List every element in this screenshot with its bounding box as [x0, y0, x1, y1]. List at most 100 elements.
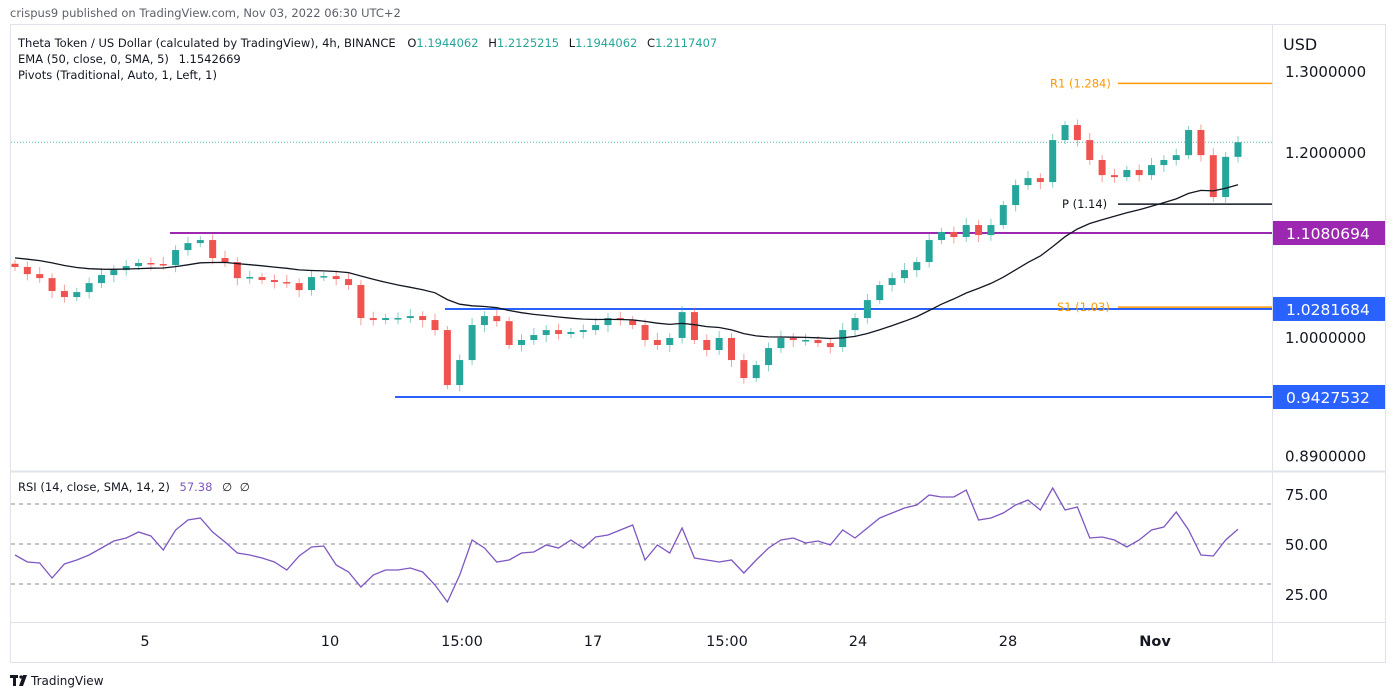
candle[interactable]	[678, 305, 686, 344]
candle[interactable]	[690, 308, 698, 345]
candle[interactable]	[246, 270, 254, 284]
candle[interactable]	[1135, 164, 1143, 182]
ema-line[interactable]	[14, 184, 1239, 340]
candle[interactable]	[715, 330, 723, 355]
candle[interactable]	[110, 265, 118, 283]
candle[interactable]	[530, 327, 538, 345]
candle[interactable]	[950, 226, 958, 244]
candle[interactable]	[579, 324, 587, 339]
candle[interactable]	[900, 263, 908, 283]
candle[interactable]	[653, 332, 661, 350]
candle[interactable]	[1222, 152, 1230, 205]
candle[interactable]	[73, 288, 81, 302]
candle[interactable]	[938, 227, 946, 245]
candle[interactable]	[1110, 168, 1118, 183]
candle[interactable]	[567, 327, 575, 339]
candle[interactable]	[332, 270, 340, 286]
candle[interactable]	[97, 267, 105, 288]
candle[interactable]	[1148, 157, 1156, 180]
candle[interactable]	[345, 271, 353, 290]
candle[interactable]	[925, 233, 933, 268]
candle[interactable]	[468, 317, 476, 365]
candle[interactable]	[1172, 148, 1180, 166]
candle[interactable]	[913, 257, 921, 278]
candle[interactable]	[777, 330, 785, 353]
candle[interactable]	[1098, 155, 1106, 183]
candle[interactable]	[48, 273, 56, 299]
candle[interactable]	[184, 236, 192, 256]
candle[interactable]	[987, 218, 995, 241]
candle[interactable]	[666, 333, 674, 353]
candle[interactable]	[1036, 173, 1044, 190]
candle[interactable]	[122, 259, 130, 276]
candle[interactable]	[876, 280, 884, 305]
time-axis[interactable]: 5 10 15:00 17 15:00 24 28 Nov	[140, 634, 1171, 650]
candle[interactable]	[23, 261, 31, 281]
candle[interactable]	[789, 333, 797, 348]
candle[interactable]	[258, 273, 266, 285]
candle[interactable]	[36, 267, 44, 283]
candle[interactable]	[1185, 125, 1193, 160]
candle[interactable]	[592, 317, 600, 335]
candle[interactable]	[320, 272, 328, 282]
level-label-purple[interactable]: 1.1080694	[1273, 221, 1385, 245]
candle[interactable]	[456, 354, 464, 392]
candle[interactable]	[703, 334, 711, 357]
candle[interactable]	[221, 250, 229, 267]
candle[interactable]	[826, 337, 834, 354]
candle[interactable]	[406, 308, 414, 323]
candle[interactable]	[542, 325, 550, 343]
candle[interactable]	[357, 280, 365, 326]
candle[interactable]	[728, 333, 736, 368]
candle[interactable]	[1160, 155, 1168, 173]
candle[interactable]	[1086, 132, 1094, 165]
candle[interactable]	[1024, 170, 1032, 190]
candle[interactable]	[382, 314, 390, 325]
candle[interactable]	[1234, 135, 1242, 163]
rsi-legend[interactable]: RSI (14, close, SMA, 14, 2) 57.38 ∅ ∅	[18, 480, 250, 494]
candle[interactable]	[1061, 121, 1069, 145]
candle[interactable]	[419, 311, 427, 328]
candle[interactable]	[196, 235, 204, 248]
candle[interactable]	[394, 312, 402, 325]
candle[interactable]	[752, 360, 760, 383]
candle[interactable]	[1073, 119, 1081, 147]
candle[interactable]	[555, 323, 563, 340]
candle[interactable]	[1012, 179, 1020, 212]
candle[interactable]	[270, 274, 278, 289]
level-label-blue-lower[interactable]: 0.9427532	[1273, 384, 1385, 409]
candle[interactable]	[962, 217, 970, 242]
candle[interactable]	[999, 201, 1007, 230]
candle[interactable]	[85, 277, 93, 299]
level-label-blue-upper[interactable]: 1.0281684	[1273, 296, 1385, 321]
candle[interactable]	[1197, 124, 1205, 162]
rsi-line[interactable]	[14, 486, 1239, 604]
candle[interactable]	[975, 220, 983, 243]
candle[interactable]	[443, 326, 451, 390]
candle[interactable]	[629, 315, 637, 330]
rsi-axis[interactable]: 75.00 50.00 25.00	[1285, 486, 1328, 604]
symbol-legend[interactable]: Theta Token / US Dollar (calculated by T…	[17, 36, 717, 50]
candle[interactable]	[431, 313, 439, 336]
candle[interactable]	[1123, 165, 1131, 182]
candle[interactable]	[369, 311, 377, 326]
candle[interactable]	[60, 284, 68, 303]
candle[interactable]	[295, 278, 303, 298]
candle[interactable]	[283, 274, 291, 288]
candle[interactable]	[233, 257, 241, 286]
candle[interactable]	[11, 259, 19, 272]
candle[interactable]	[765, 342, 773, 372]
price-pane[interactable]: R1 (1.284) P (1.14) S1 (1.03)	[11, 76, 1272, 398]
candle[interactable]	[863, 293, 871, 324]
candle[interactable]	[604, 313, 612, 333]
candle[interactable]	[493, 309, 501, 327]
candle[interactable]	[517, 334, 525, 352]
candle[interactable]	[1049, 133, 1057, 188]
candle[interactable]	[1209, 148, 1217, 202]
price-axis[interactable]: USD 1.3000000 1.2000000 1.0000000 0.8900000…	[1273, 35, 1385, 465]
pivots-legend[interactable]: Pivots (Traditional, Auto, 1, Left, 1)	[18, 68, 217, 82]
candle[interactable]	[307, 270, 315, 296]
candle[interactable]	[172, 245, 180, 273]
candle[interactable]	[641, 319, 649, 347]
candle[interactable]	[888, 272, 896, 292]
